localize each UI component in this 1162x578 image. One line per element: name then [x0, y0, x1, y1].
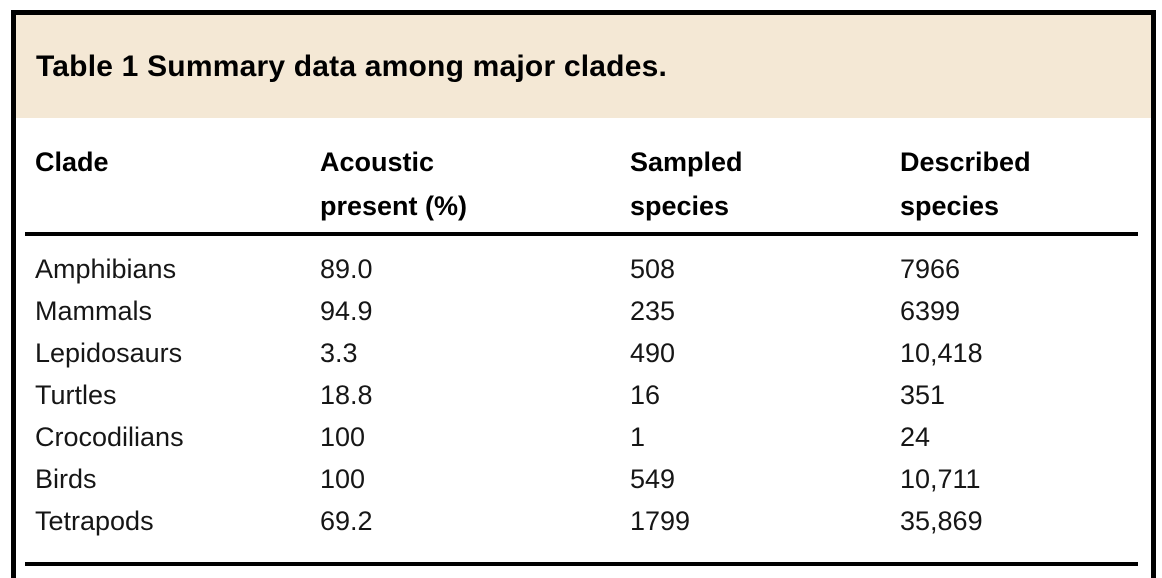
cell-described-species: 6399	[900, 296, 961, 326]
cell-acoustic-present: 100	[320, 464, 366, 494]
cell-acoustic-present: 69.2	[320, 506, 373, 536]
cell-described-species: 7966	[900, 254, 961, 284]
col-header-described-line2: species	[900, 191, 1000, 221]
table-title-band: Table 1 Summary data among major clades.	[16, 15, 1151, 118]
col-header-sampled-line1: Sampled	[630, 147, 743, 177]
table-row: Lepidosaurs 3.3 490 10,418	[25, 332, 1138, 374]
cell-described-species: 35,869	[900, 506, 983, 536]
cell-described-species: 24	[900, 422, 931, 452]
table-frame: Table 1 Summary data among major clades.…	[11, 10, 1156, 578]
table-row: Birds 100 549 10,711	[25, 458, 1138, 500]
cell-clade: Amphibians	[35, 254, 177, 284]
col-header-clade: Clade	[25, 118, 310, 236]
col-header-described-species: Described species	[890, 118, 1138, 236]
cell-acoustic-present: 3.3	[320, 338, 358, 368]
cell-clade: Crocodilians	[35, 422, 184, 452]
cell-sampled-species: 1	[630, 422, 646, 452]
cell-acoustic-present: 18.8	[320, 380, 373, 410]
table-row: Crocodilians 100 1 24	[25, 416, 1138, 458]
cell-sampled-species: 549	[630, 464, 676, 494]
cell-described-species: 10,418	[900, 338, 983, 368]
col-header-acoustic-present: Acoustic present (%)	[310, 118, 620, 236]
cell-sampled-species: 1799	[630, 506, 691, 536]
table-row: Amphibians 89.0 508 7966	[25, 234, 1138, 290]
cell-clade: Tetrapods	[35, 506, 154, 536]
table-row: Mammals 94.9 235 6399	[25, 290, 1138, 332]
col-header-acoustic-line2: present (%)	[320, 191, 468, 221]
col-header-described-line1: Described	[900, 147, 1031, 177]
col-header-sampled-species: Sampled species	[620, 118, 890, 236]
cell-sampled-species: 16	[630, 380, 661, 410]
cell-sampled-species: 490	[630, 338, 676, 368]
summary-table: Clade Acoustic present (%) Sampled speci…	[25, 118, 1138, 566]
cell-sampled-species: 235	[630, 296, 676, 326]
cell-acoustic-present: 89.0	[320, 254, 373, 284]
cell-clade: Mammals	[35, 296, 153, 326]
cell-sampled-species: 508	[630, 254, 676, 284]
table-title: Table 1 Summary data among major clades.	[36, 49, 667, 83]
cell-acoustic-present: 94.9	[320, 296, 373, 326]
col-header-sampled-line2: species	[630, 191, 730, 221]
table-row: Tetrapods 69.2 1799 35,869	[25, 500, 1138, 564]
cell-acoustic-present: 100	[320, 422, 366, 452]
cell-described-species: 351	[900, 380, 946, 410]
col-header-acoustic-line1: Acoustic	[320, 147, 435, 177]
cell-described-species: 10,711	[900, 464, 981, 494]
cell-clade: Birds	[35, 464, 97, 494]
col-header-clade-line1: Clade	[35, 147, 109, 177]
header-row: Clade Acoustic present (%) Sampled speci…	[25, 118, 1138, 236]
cell-clade: Lepidosaurs	[35, 338, 183, 368]
cell-clade: Turtles	[35, 380, 117, 410]
table-row: Turtles 18.8 16 351	[25, 374, 1138, 416]
